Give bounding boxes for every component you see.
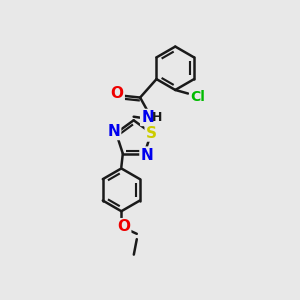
Text: Cl: Cl xyxy=(190,90,205,104)
Text: O: O xyxy=(117,219,130,234)
Text: O: O xyxy=(111,86,124,101)
Text: N: N xyxy=(107,124,120,139)
Text: N: N xyxy=(140,148,153,163)
Text: N: N xyxy=(141,110,154,125)
Text: H: H xyxy=(152,111,163,124)
Text: S: S xyxy=(146,125,157,140)
